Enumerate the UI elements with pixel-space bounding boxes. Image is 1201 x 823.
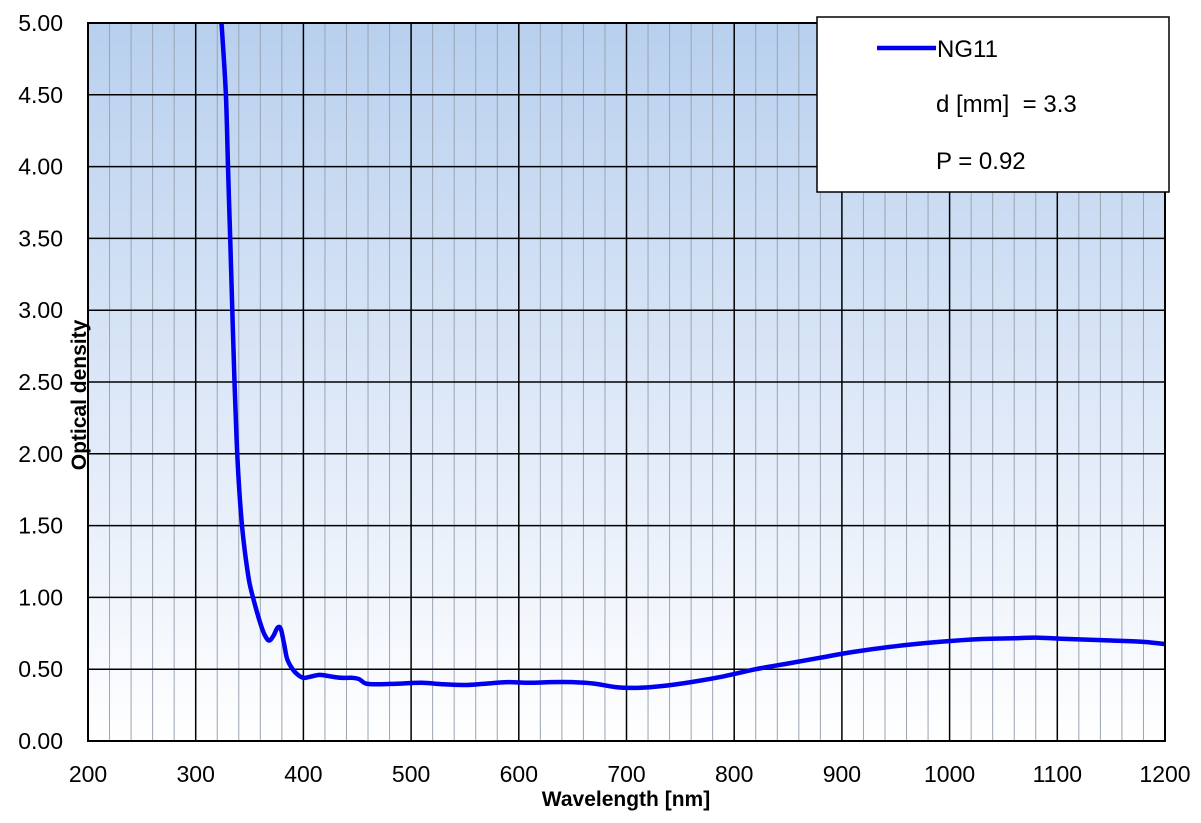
legend: NG11 d [mm] = 3.3 P = 0.92 bbox=[816, 16, 1170, 193]
y-tick-label: 0.00 bbox=[18, 728, 63, 754]
x-axis-title: Wavelength [nm] bbox=[542, 788, 710, 811]
y-tick-label: 4.50 bbox=[18, 82, 63, 108]
series-line-ng11 bbox=[219, 23, 1165, 691]
y-tick-label: 3.50 bbox=[18, 225, 63, 251]
x-axis-tick-labels: 200 300 400 500 600 700 800 900 1000 1100 1200 bbox=[69, 761, 1191, 787]
y-axis-title: Optical density bbox=[68, 319, 91, 470]
x-tick-label: 400 bbox=[284, 761, 322, 787]
y-tick-label: 2.50 bbox=[18, 369, 63, 395]
x-tick-label: 700 bbox=[607, 761, 645, 787]
x-tick-label: 600 bbox=[500, 761, 538, 787]
y-tick-label: 4.00 bbox=[18, 154, 63, 180]
y-tick-label: 1.00 bbox=[18, 584, 63, 610]
x-tick-label: 1100 bbox=[1033, 761, 1082, 787]
y-tick-label: 2.00 bbox=[18, 441, 63, 467]
x-tick-label: 1000 bbox=[924, 761, 975, 787]
x-tick-label: 200 bbox=[69, 761, 107, 787]
x-tick-label: 900 bbox=[823, 761, 861, 787]
x-tick-label: 1200 bbox=[1139, 761, 1190, 787]
legend-box bbox=[816, 16, 1170, 193]
legend-annotation-thickness: d [mm] = 3.3 bbox=[936, 91, 1077, 118]
y-tick-label: 0.50 bbox=[18, 656, 63, 682]
y-tick-label: 5.00 bbox=[18, 10, 63, 36]
y-tick-label: 3.00 bbox=[18, 297, 63, 323]
legend-annotation-p: P = 0.92 bbox=[936, 148, 1026, 175]
y-tick-label: 1.50 bbox=[18, 513, 63, 539]
y-axis-tick-labels: 0.00 0.50 1.00 1.50 2.00 2.50 3.00 3.50 4.00 4.50… bbox=[18, 10, 63, 754]
legend-entry-ng11: NG11 bbox=[937, 36, 998, 63]
x-tick-label: 800 bbox=[715, 761, 753, 787]
x-tick-label: 500 bbox=[392, 761, 430, 787]
x-tick-label: 300 bbox=[177, 761, 215, 787]
plot-area-border bbox=[87, 22, 1166, 742]
